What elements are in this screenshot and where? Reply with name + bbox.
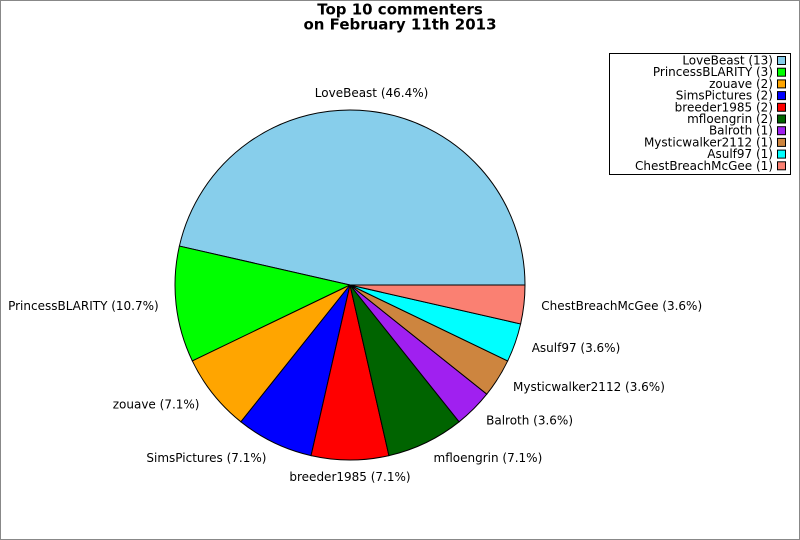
legend-swatch [777, 79, 786, 89]
legend-label: Mysticwalker2112 (1) [644, 135, 773, 149]
slice-label: mfloengrin (7.1%) [434, 451, 543, 465]
legend-swatch [777, 126, 786, 136]
slice-label: breeder1985 (7.1%) [289, 470, 410, 484]
legend-swatch [777, 67, 786, 77]
legend-box [609, 53, 791, 175]
legend-swatch [777, 102, 786, 112]
pie-slice [178, 109, 526, 286]
legend-label: SimsPictures (2) [676, 89, 773, 103]
slice-label: zouave (7.1%) [113, 398, 200, 412]
legend-swatch [777, 56, 786, 65]
legend-label: Asulf97 (1) [707, 147, 773, 161]
legend-label: Balroth (1) [709, 124, 773, 138]
legend-swatch [777, 161, 786, 171]
slice-label: ChestBreachMcGee (3.6%) [541, 299, 702, 313]
slice-label: SimsPictures (7.1%) [146, 451, 266, 465]
slice-label: PrincessBLARITY (10.7%) [8, 299, 159, 313]
chart-title: Top 10 commenters [317, 1, 483, 19]
legend-label: ChestBreachMcGee (1) [635, 159, 773, 173]
legend-label: zouave (2) [709, 77, 773, 91]
legend-swatch [777, 114, 786, 124]
slice-label: Asulf97 (3.6%) [532, 341, 621, 355]
legend-label: breeder1985 (2) [675, 100, 773, 114]
slice-label: Balroth (3.6%) [486, 414, 573, 428]
pie-slice [174, 245, 352, 362]
legend-swatch [777, 91, 786, 101]
legend-swatch [777, 137, 786, 147]
slice-label: LoveBeast (46.4%) [315, 86, 429, 100]
legend-swatch [777, 149, 786, 159]
pie-slice [349, 284, 526, 325]
legend-label: PrincessBLARITY (3) [653, 65, 773, 79]
chart-title: on February 11th 2013 [303, 16, 496, 34]
legend-label: LoveBeast (13) [682, 54, 773, 68]
slice-label: Mysticwalker2112 (3.6%) [513, 380, 665, 394]
legend-label: mfloengrin (2) [687, 112, 773, 126]
